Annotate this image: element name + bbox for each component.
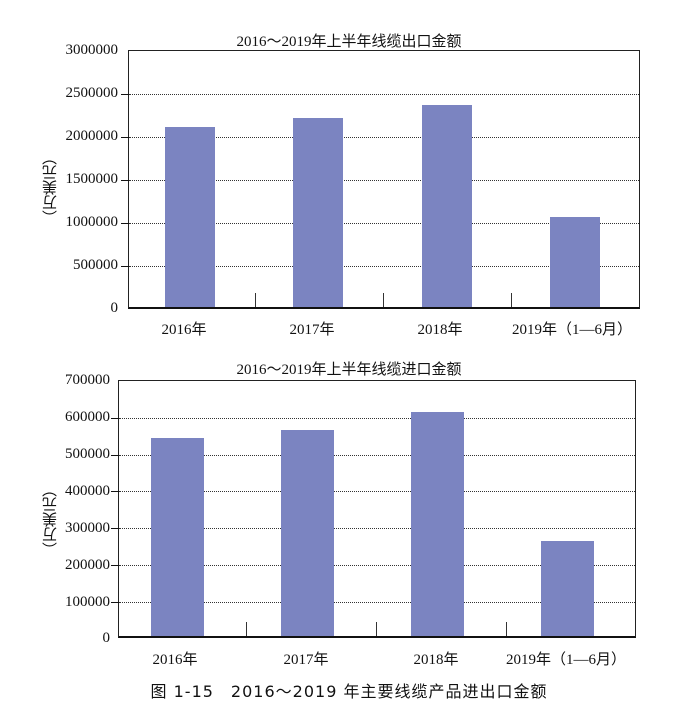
x-tick-label: 2016年 (161, 322, 207, 338)
gridline (119, 455, 635, 456)
import-chart: 2016～2019年上半年线缆进口金额 （万美元） 700000 600000 … (0, 350, 698, 670)
gridline (119, 602, 635, 603)
gridline (129, 137, 639, 138)
y-tick-label: 400000 (65, 483, 110, 499)
y-tick (111, 602, 119, 603)
y-tick-label: 500000 (65, 446, 110, 462)
figure-caption: 图 1-15 2016～2019 年主要线缆产品进出口金额 (150, 682, 548, 701)
y-tick (121, 94, 129, 95)
y-tick (121, 180, 129, 181)
x-category-separator (255, 293, 256, 307)
y-tick-label: 2500000 (65, 85, 119, 101)
gridline (119, 491, 635, 492)
bar-2016 (151, 438, 204, 636)
x-tick-label: 2018年 (417, 322, 463, 338)
y-tick-label: 1000000 (65, 214, 119, 230)
y-tick (121, 266, 129, 267)
x-tick-label: 2017年 (289, 322, 335, 338)
plot-area (111, 380, 636, 638)
chart-title: 2016～2019年上半年线缆进口金额 (236, 362, 462, 378)
y-axis-labels: 3000000 2500000 2000000 1500000 1000000 … (0, 0, 119, 340)
x-tick-label: 2019年（1—6月） (511, 322, 632, 338)
x-category-separator (511, 293, 512, 307)
plot-area (121, 50, 640, 309)
gridline (119, 565, 635, 566)
export-chart: 2016～2019年上半年线缆出口金额 （万美元） 3000000 250000… (0, 0, 698, 340)
y-tick (121, 137, 129, 138)
y-tick-label: 200000 (65, 557, 110, 573)
gridline (129, 266, 639, 267)
y-tick-label: 700000 (65, 372, 110, 388)
x-category-separator (383, 293, 384, 307)
y-tick (121, 223, 129, 224)
x-tick-label: 2018年 (413, 652, 459, 668)
y-tick-label: 500000 (73, 257, 118, 273)
x-category-separator (376, 622, 377, 636)
bar-2018 (422, 105, 472, 307)
y-tick (111, 455, 119, 456)
x-tick-label: 2016年 (152, 652, 198, 668)
bar-2016 (165, 127, 215, 307)
y-tick (111, 491, 119, 492)
gridline (129, 94, 639, 95)
bar-2017 (281, 430, 334, 636)
y-tick-label: 300000 (65, 520, 110, 536)
x-tick-label: 2019年（1—6月） (505, 652, 626, 668)
y-tick-label: 2000000 (65, 128, 119, 144)
y-tick-label: 1500000 (65, 171, 119, 187)
bar-2017 (293, 118, 343, 307)
y-tick-label: 3000000 (65, 42, 119, 58)
y-tick-label: 0 (110, 300, 119, 316)
chart-title: 2016～2019年上半年线缆出口金额 (236, 34, 462, 50)
y-tick-label: 0 (102, 630, 111, 646)
y-tick-label: 100000 (65, 594, 110, 610)
gridline (119, 528, 635, 529)
gridline (129, 223, 639, 224)
x-category-separator (246, 622, 247, 636)
y-tick (111, 565, 119, 566)
y-tick (111, 528, 119, 529)
bar-2019 (550, 217, 600, 307)
bar-2019 (541, 541, 594, 636)
x-tick-label: 2017年 (283, 652, 329, 668)
y-axis-labels: 700000 600000 500000 400000 300000 20000… (0, 350, 110, 670)
y-tick-label: 600000 (65, 409, 110, 425)
gridline (119, 418, 635, 419)
y-tick (111, 418, 119, 419)
x-category-separator (506, 622, 507, 636)
bar-2018 (411, 412, 464, 636)
gridline (129, 180, 639, 181)
